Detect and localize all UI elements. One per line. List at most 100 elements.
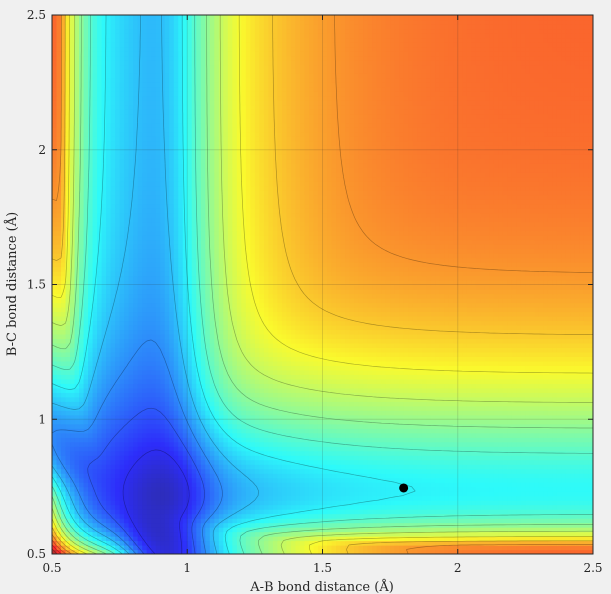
surface-cell	[421, 482, 427, 488]
surface-cell	[101, 414, 107, 420]
surface-cell	[525, 513, 531, 519]
surface-cell	[317, 441, 324, 447]
surface-cell	[236, 459, 242, 465]
surface-cell	[164, 441, 170, 447]
surface-cell	[142, 441, 148, 447]
surface-cell	[191, 365, 197, 371]
surface-cell	[574, 527, 581, 533]
surface-cell	[88, 455, 94, 461]
surface-cell	[74, 374, 80, 380]
surface-cell	[498, 401, 504, 407]
surface-cell	[525, 401, 531, 407]
surface-cell	[277, 531, 283, 537]
surface-cell	[83, 423, 89, 429]
surface-cell	[381, 495, 387, 501]
surface-cell	[146, 477, 152, 483]
surface-cell	[547, 549, 554, 554]
surface-cell	[516, 401, 522, 407]
surface-cell	[579, 392, 585, 398]
surface-cell	[142, 549, 148, 554]
surface-cell	[151, 455, 157, 461]
surface-cell	[552, 378, 558, 384]
surface-cell	[187, 491, 193, 497]
surface-cell	[417, 518, 423, 524]
surface-cell	[295, 387, 301, 393]
surface-cell	[430, 437, 436, 443]
surface-cell	[466, 540, 472, 546]
surface-cell	[83, 387, 89, 393]
surface-cell	[56, 396, 62, 402]
surface-cell	[164, 432, 170, 438]
surface-cell	[516, 482, 522, 488]
surface-cell	[182, 441, 188, 447]
surface-cell	[367, 437, 373, 443]
surface-cell	[254, 464, 260, 470]
surface-cell	[263, 441, 269, 447]
surface-cell	[295, 405, 301, 411]
surface-cell	[430, 486, 436, 492]
surface-cell	[529, 401, 535, 407]
surface-cell	[394, 545, 400, 551]
surface-cell	[169, 446, 175, 452]
surface-cell	[178, 518, 184, 524]
surface-cell	[570, 459, 576, 465]
surface-cell	[385, 513, 391, 519]
surface-cell	[317, 450, 324, 456]
surface-cell	[520, 419, 526, 425]
surface-cell	[245, 396, 251, 402]
surface-cell	[448, 500, 454, 506]
surface-cell	[444, 473, 450, 479]
surface-cell	[65, 522, 71, 528]
surface-cell	[313, 473, 319, 479]
surface-cell	[421, 405, 427, 411]
surface-cell	[173, 473, 179, 479]
surface-cell	[164, 374, 170, 380]
surface-cell	[151, 446, 157, 452]
surface-cell	[205, 446, 211, 452]
surface-cell	[254, 540, 260, 546]
surface-cell	[155, 369, 161, 375]
surface-cell	[151, 365, 157, 371]
surface-cell	[191, 522, 197, 528]
surface-cell	[295, 545, 301, 551]
surface-cell	[115, 446, 121, 452]
surface-cell	[403, 473, 409, 479]
surface-cell	[561, 491, 567, 497]
surface-cell	[561, 482, 567, 488]
surface-cell	[376, 450, 382, 456]
surface-cell	[408, 473, 414, 479]
surface-cell	[200, 513, 206, 519]
surface-cell	[336, 522, 342, 528]
surface-cell	[552, 513, 558, 519]
surface-cell	[214, 495, 220, 501]
surface-cell	[106, 396, 112, 402]
surface-cell	[245, 432, 251, 438]
surface-cell	[250, 455, 256, 461]
surface-cell	[331, 419, 337, 425]
surface-cell	[358, 477, 364, 483]
surface-cell	[142, 513, 148, 519]
surface-cell	[223, 437, 229, 443]
surface-cell	[106, 540, 112, 546]
surface-cell	[74, 446, 80, 452]
surface-cell	[363, 486, 369, 492]
surface-cell	[241, 428, 247, 434]
surface-cell	[155, 387, 161, 393]
surface-cell	[480, 473, 486, 479]
surface-cell	[561, 437, 567, 443]
surface-cell	[552, 491, 558, 497]
surface-cell	[97, 396, 103, 402]
surface-cell	[408, 419, 414, 425]
surface-cell	[426, 387, 432, 393]
surface-cell	[133, 486, 139, 492]
surface-cell	[250, 365, 256, 371]
surface-cell	[151, 500, 157, 506]
surface-cell	[299, 491, 306, 497]
surface-cell	[322, 540, 328, 546]
surface-cell	[543, 374, 549, 380]
surface-cell	[556, 536, 563, 542]
surface-cell	[70, 423, 76, 429]
surface-cell	[480, 545, 486, 551]
surface-cell	[372, 410, 378, 416]
surface-cell	[498, 374, 504, 380]
